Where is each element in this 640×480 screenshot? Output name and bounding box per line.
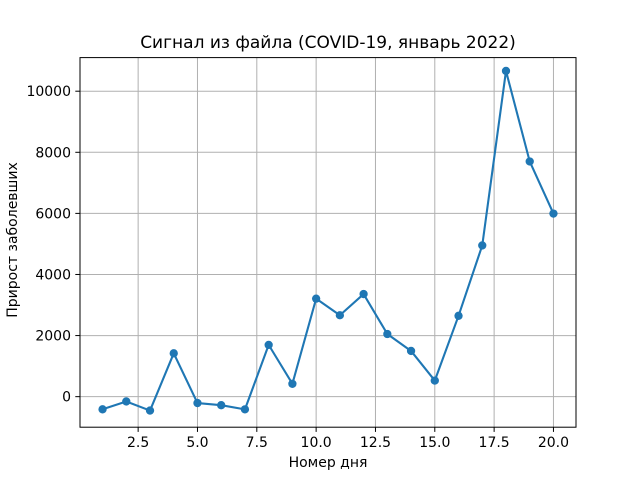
- data-point-marker: [335, 311, 345, 320]
- data-point-marker: [478, 241, 487, 250]
- data-point-marker: [264, 340, 273, 350]
- data-point-marker: [169, 349, 178, 358]
- y-tick-label: 2000: [35, 329, 71, 345]
- data-point-marker: [501, 66, 511, 76]
- y-tick-label: 10000: [26, 84, 71, 100]
- x-tick-label: 10.0: [301, 435, 332, 451]
- x-tick-label: 2.5: [127, 435, 149, 451]
- plot-frame: [79, 57, 577, 428]
- x-tick-label: 17.5: [479, 435, 510, 451]
- x-axis-label: Номер дня: [289, 455, 368, 471]
- x-tick-label: 5.0: [186, 435, 208, 451]
- gridlines: [80, 57, 576, 428]
- y-tick-label: 8000: [35, 145, 71, 161]
- data-point-marker: [193, 398, 202, 408]
- data-point-marker: [145, 406, 155, 415]
- data-point-marker: [311, 294, 321, 303]
- y-tick-label: 6000: [35, 206, 71, 222]
- axes-frame: [79, 57, 577, 428]
- data-point-marker: [359, 289, 368, 299]
- data-point-marker: [98, 405, 107, 414]
- axis-ticks: 2.5 5.0 7.5 10.0 12.5 15.0 17.5 20.0 0 2000 4000 60…: [26, 84, 569, 451]
- data-point-marker: [240, 405, 250, 414]
- data-point-marker: [430, 376, 439, 385]
- x-tick-label: 15.0: [419, 435, 450, 451]
- y-tick-label: 0: [62, 390, 71, 406]
- data-point-marker: [454, 311, 463, 320]
- x-tick-label: 20.0: [538, 435, 569, 451]
- data-point-marker: [383, 329, 392, 339]
- data-point-marker: [217, 401, 226, 410]
- data-point-marker: [525, 157, 534, 166]
- x-tick-label: 7.5: [246, 435, 268, 451]
- data-point-marker: [549, 209, 558, 218]
- chart-title: Сигнал из файла (COVID-19, январь 2022): [140, 33, 516, 53]
- x-tick-label: 12.5: [360, 435, 391, 451]
- y-tick-label: 4000: [35, 267, 71, 283]
- data-series: [98, 66, 558, 415]
- data-point-marker: [406, 346, 416, 356]
- series-line: [101, 69, 555, 412]
- data-point-marker: [122, 397, 131, 406]
- y-axis-label: Прирост заболевших: [5, 162, 21, 318]
- data-point-marker: [288, 379, 297, 388]
